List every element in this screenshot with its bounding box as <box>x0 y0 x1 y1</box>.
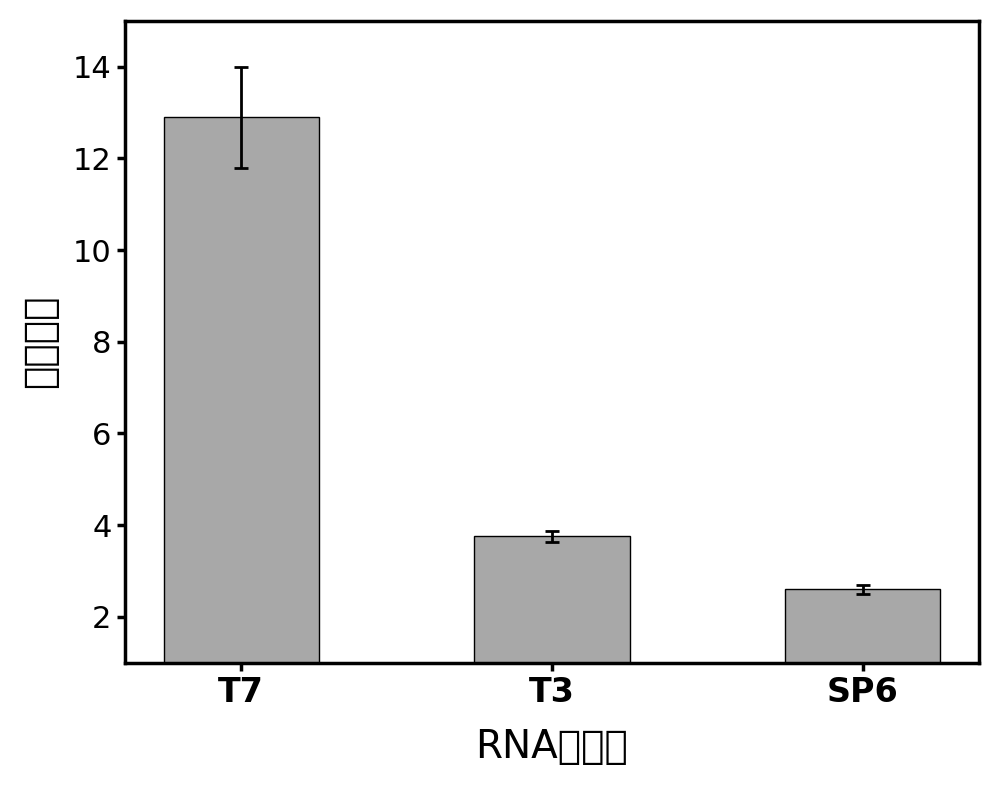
Bar <box>164 117 319 708</box>
Bar <box>474 537 630 708</box>
X-axis label: RNA聚合酶: RNA聚合酶 <box>475 728 628 767</box>
Y-axis label: 相对速率: 相对速率 <box>21 295 59 389</box>
Bar <box>785 589 940 708</box>
